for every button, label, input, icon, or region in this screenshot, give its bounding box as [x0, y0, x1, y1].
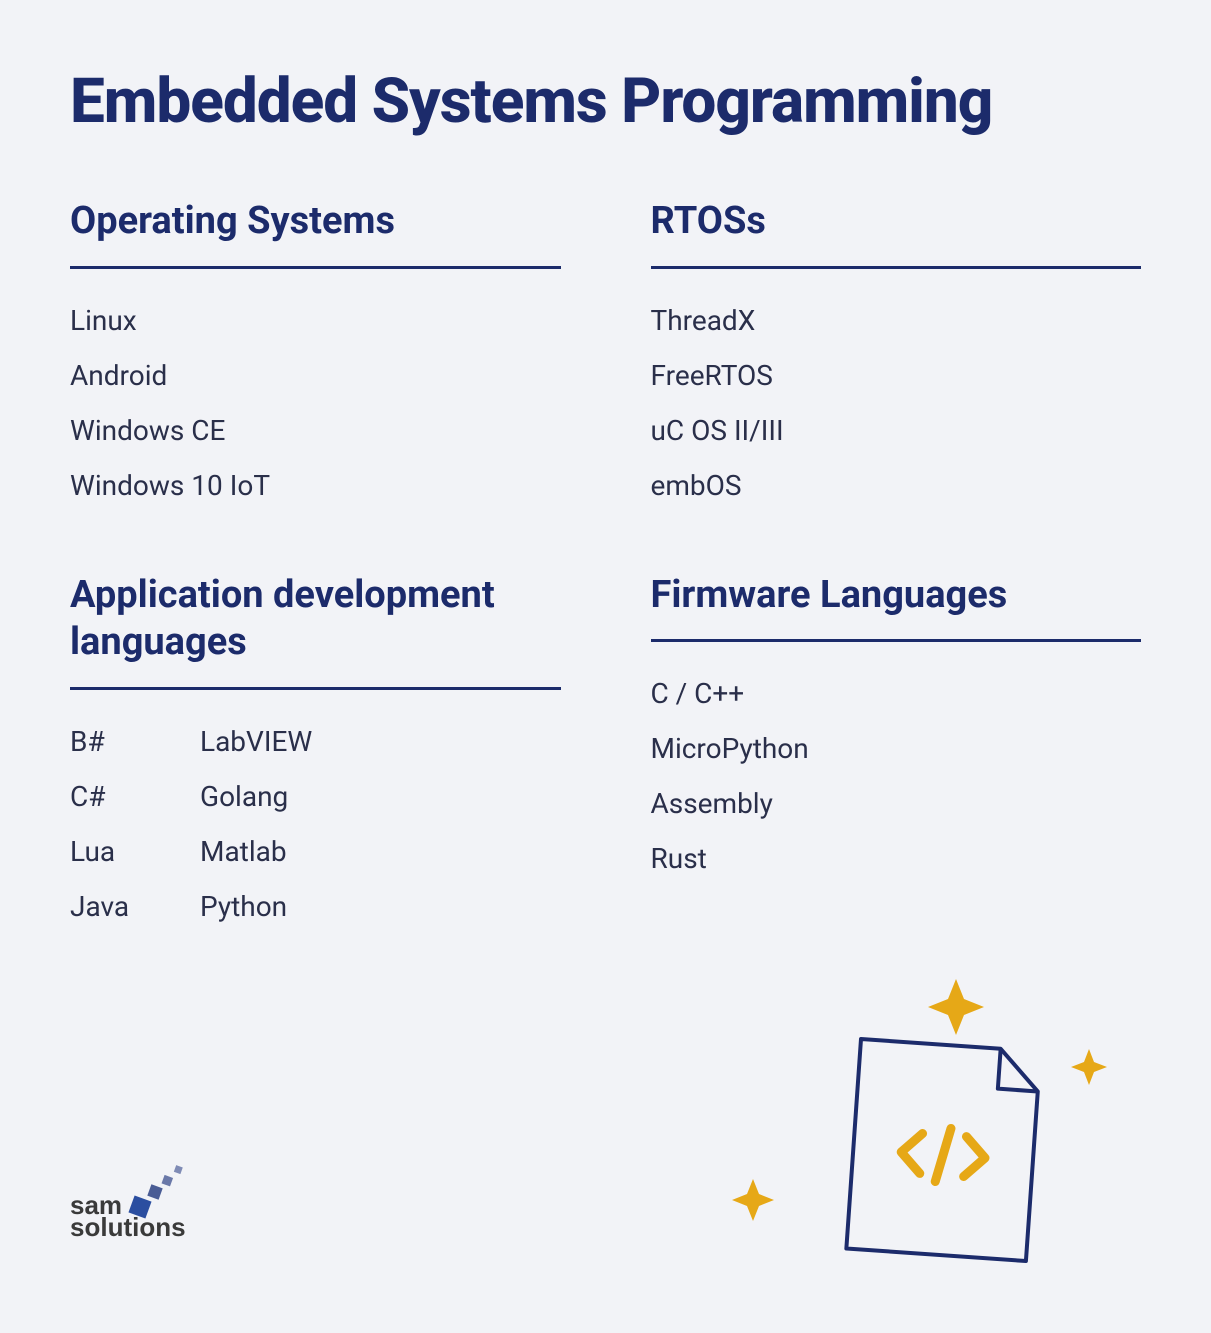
section-heading: Application development languages: [70, 572, 561, 690]
section-heading: RTOSs: [651, 198, 1142, 269]
section-firmware-languages: Firmware Languages C / C++ MicroPython A…: [651, 572, 1142, 923]
list-item: Linux: [70, 304, 561, 337]
sparkle-icon: [1071, 1049, 1107, 1085]
list-item: ThreadX: [651, 304, 1142, 337]
firmware-list: C / C++ MicroPython Assembly Rust: [651, 677, 1142, 875]
section-heading: Operating Systems: [70, 198, 561, 269]
list-item: Windows CE: [70, 414, 561, 447]
list-item: Python: [200, 890, 561, 923]
rtos-list: ThreadX FreeRTOS uC OS II/III embOS: [651, 304, 1142, 502]
list-item: B#: [70, 725, 200, 758]
section-app-dev-languages: Application development languages B# Lab…: [70, 572, 561, 923]
list-item: Lua: [70, 835, 200, 868]
page-title: Embedded Systems Programming: [70, 65, 1141, 138]
sam-solutions-logo-icon: sam solutions: [70, 1164, 250, 1244]
app-dev-list: B# LabVIEW C# Golang Lua Matlab Java Pyt…: [70, 725, 561, 923]
section-heading: Firmware Languages: [651, 572, 1142, 643]
list-item: Golang: [200, 780, 561, 813]
list-item: Windows 10 IoT: [70, 469, 561, 502]
list-item: embOS: [651, 469, 1142, 502]
list-item: LabVIEW: [200, 725, 561, 758]
list-item: Rust: [651, 842, 1142, 875]
code-file-illustration: [731, 949, 1111, 1273]
list-item: uC OS II/III: [651, 414, 1142, 447]
list-item: C / C++: [651, 677, 1142, 710]
code-file-icon: [731, 949, 1111, 1269]
list-item: Android: [70, 359, 561, 392]
os-list: Linux Android Windows CE Windows 10 IoT: [70, 304, 561, 502]
list-item: Assembly: [651, 787, 1142, 820]
document-icon: [846, 1039, 1040, 1261]
section-operating-systems: Operating Systems Linux Android Windows …: [70, 198, 561, 502]
section-rtos: RTOSs ThreadX FreeRTOS uC OS II/III embO…: [651, 198, 1142, 502]
list-item: FreeRTOS: [651, 359, 1142, 392]
logo-line2: solutions: [70, 1212, 186, 1242]
sections-grid: Operating Systems Linux Android Windows …: [70, 198, 1141, 923]
sparkle-icon: [732, 1179, 774, 1221]
list-item: C#: [70, 780, 200, 813]
list-item: Matlab: [200, 835, 561, 868]
list-item: MicroPython: [651, 732, 1142, 765]
sparkle-icon: [928, 979, 984, 1035]
list-item: Java: [70, 890, 200, 923]
company-logo: sam solutions: [70, 1164, 250, 1248]
